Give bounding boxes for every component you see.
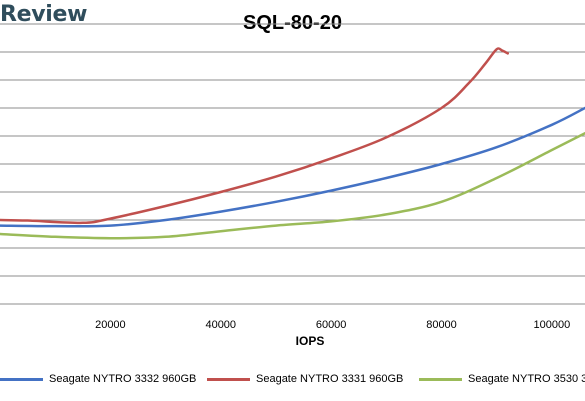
- legend-item-nytro-3331: Seagate NYTRO 3331 960GB: [207, 372, 403, 386]
- series-line-3: [0, 131, 585, 240]
- series-line-2: [0, 47, 509, 225]
- x-tick-label: 40000: [205, 319, 236, 331]
- x-tick-label: 100000: [534, 319, 571, 331]
- x-axis-label: IOPS: [295, 334, 325, 348]
- legend-swatch: [207, 377, 250, 381]
- legend-label: Seagate NYTRO 3331 960GB: [256, 373, 404, 385]
- chart-title: SQL-80-20: [243, 12, 342, 34]
- x-tick-label: 80000: [426, 319, 457, 331]
- legend-label: Seagate NYTRO 3332 960GB: [49, 373, 197, 385]
- brand-logo-text: Review: [0, 2, 88, 27]
- legend-swatch: [419, 377, 462, 381]
- legend-item-nytro-3332: Seagate NYTRO 3332 960GB: [0, 372, 196, 386]
- x-tick-label: 20000: [95, 319, 126, 331]
- legend-item-nytro-3530: Seagate NYTRO 3530 3.2TB: [419, 372, 585, 386]
- legend-label: Seagate NYTRO 3530 3.2TB: [468, 373, 585, 385]
- legend-swatch: [0, 377, 43, 381]
- series-line-1: [0, 106, 585, 228]
- x-tick-label: 60000: [316, 319, 347, 331]
